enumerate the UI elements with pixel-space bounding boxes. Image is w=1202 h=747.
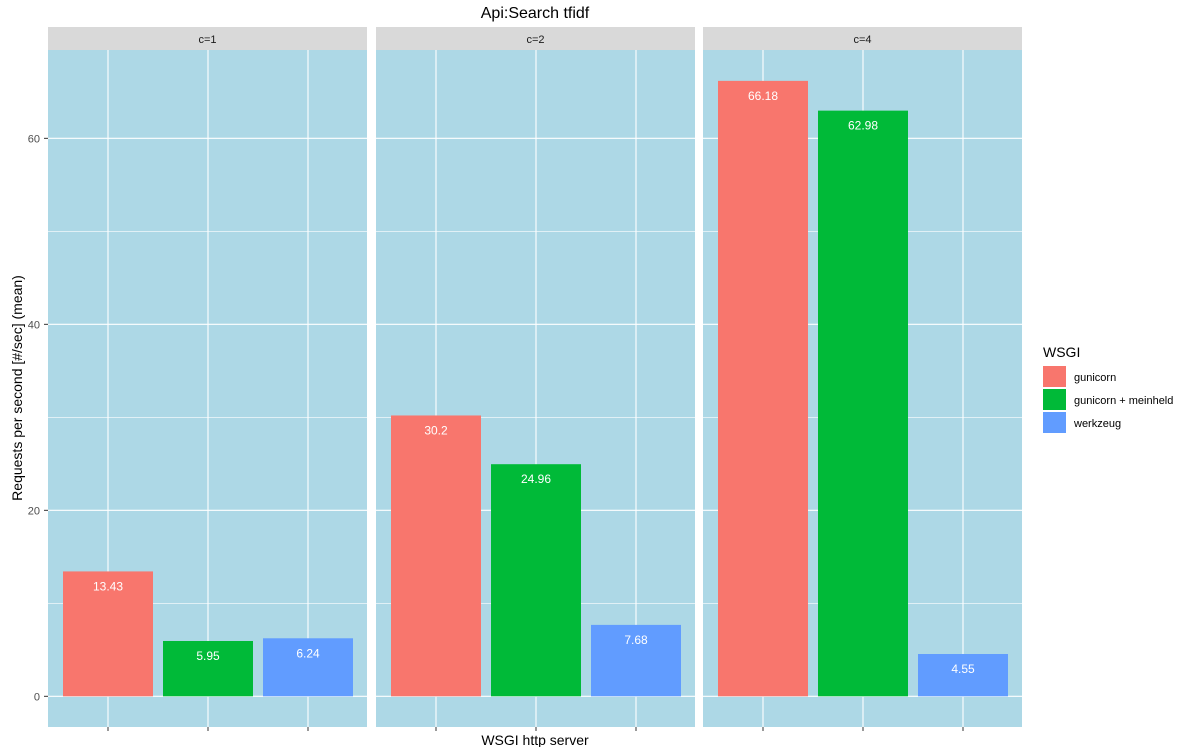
legend: WSGI gunicorn gunicorn + meinheld werkzeug bbox=[1043, 344, 1173, 433]
x-axis-title: WSGI http server bbox=[481, 732, 589, 747]
facet-strip-label: c=2 bbox=[526, 34, 544, 46]
legend-entry-label: gunicorn + meinheld bbox=[1074, 395, 1173, 407]
bar-value-label: 6.24 bbox=[296, 646, 320, 660]
bar-value-label: 24.96 bbox=[521, 472, 551, 486]
y-axis: 0 20 40 60 bbox=[28, 133, 48, 703]
facet-panel: c=2 30.2 24.96 7.68 bbox=[376, 27, 695, 731]
facet-strip-label: c=1 bbox=[198, 34, 216, 46]
bar-value-label: 5.95 bbox=[196, 649, 220, 663]
bar-value-label: 4.55 bbox=[951, 662, 975, 676]
bar-gunicorn bbox=[391, 415, 481, 697]
y-tick-label: 20 bbox=[28, 505, 40, 517]
legend-entry-label: werkzeug bbox=[1073, 418, 1121, 430]
bar-value-label: 62.98 bbox=[848, 119, 878, 133]
bar-werkzeug bbox=[591, 624, 681, 697]
y-tick-label: 40 bbox=[28, 319, 40, 331]
y-axis-title: Requests per second [#/sec] (mean) bbox=[9, 275, 25, 501]
facet-strip bbox=[48, 27, 367, 50]
bar-gunicorn bbox=[718, 80, 808, 697]
bar-gunicorn-meinheld bbox=[818, 110, 908, 697]
bar-gunicorn-meinheld bbox=[491, 464, 581, 697]
bar-value-label: 13.43 bbox=[93, 579, 123, 593]
bar-value-label: 66.18 bbox=[748, 89, 778, 103]
bar-werkzeug bbox=[918, 653, 1008, 697]
facet-panels: c=1 13.43 5.95 6.24 c=2 30.2 24.96 7.68 c=4 66.18… bbox=[48, 27, 1022, 731]
chart-title: Api:Search tfidf bbox=[481, 5, 590, 22]
y-tick-label: 60 bbox=[28, 133, 40, 145]
bar-value-label: 30.2 bbox=[424, 423, 448, 437]
bar-value-label: 7.68 bbox=[624, 633, 648, 647]
legend-key bbox=[1043, 412, 1066, 433]
bar-gunicorn bbox=[63, 571, 153, 697]
facet-panel: c=4 66.18 62.98 4.55 bbox=[703, 27, 1022, 731]
bar-werkzeug bbox=[263, 638, 353, 697]
y-tick-label: 0 bbox=[34, 691, 40, 703]
legend-key bbox=[1043, 366, 1066, 387]
facet-strip-label: c=4 bbox=[853, 34, 871, 46]
legend-key bbox=[1043, 389, 1066, 410]
legend-entry-label: gunicorn bbox=[1074, 372, 1116, 384]
bar-gunicorn-meinheld bbox=[163, 640, 253, 697]
facet-strip bbox=[376, 27, 695, 50]
facet-strip bbox=[703, 27, 1022, 50]
facet-panel: c=1 13.43 5.95 6.24 bbox=[48, 27, 367, 731]
legend-title: WSGI bbox=[1043, 344, 1080, 360]
